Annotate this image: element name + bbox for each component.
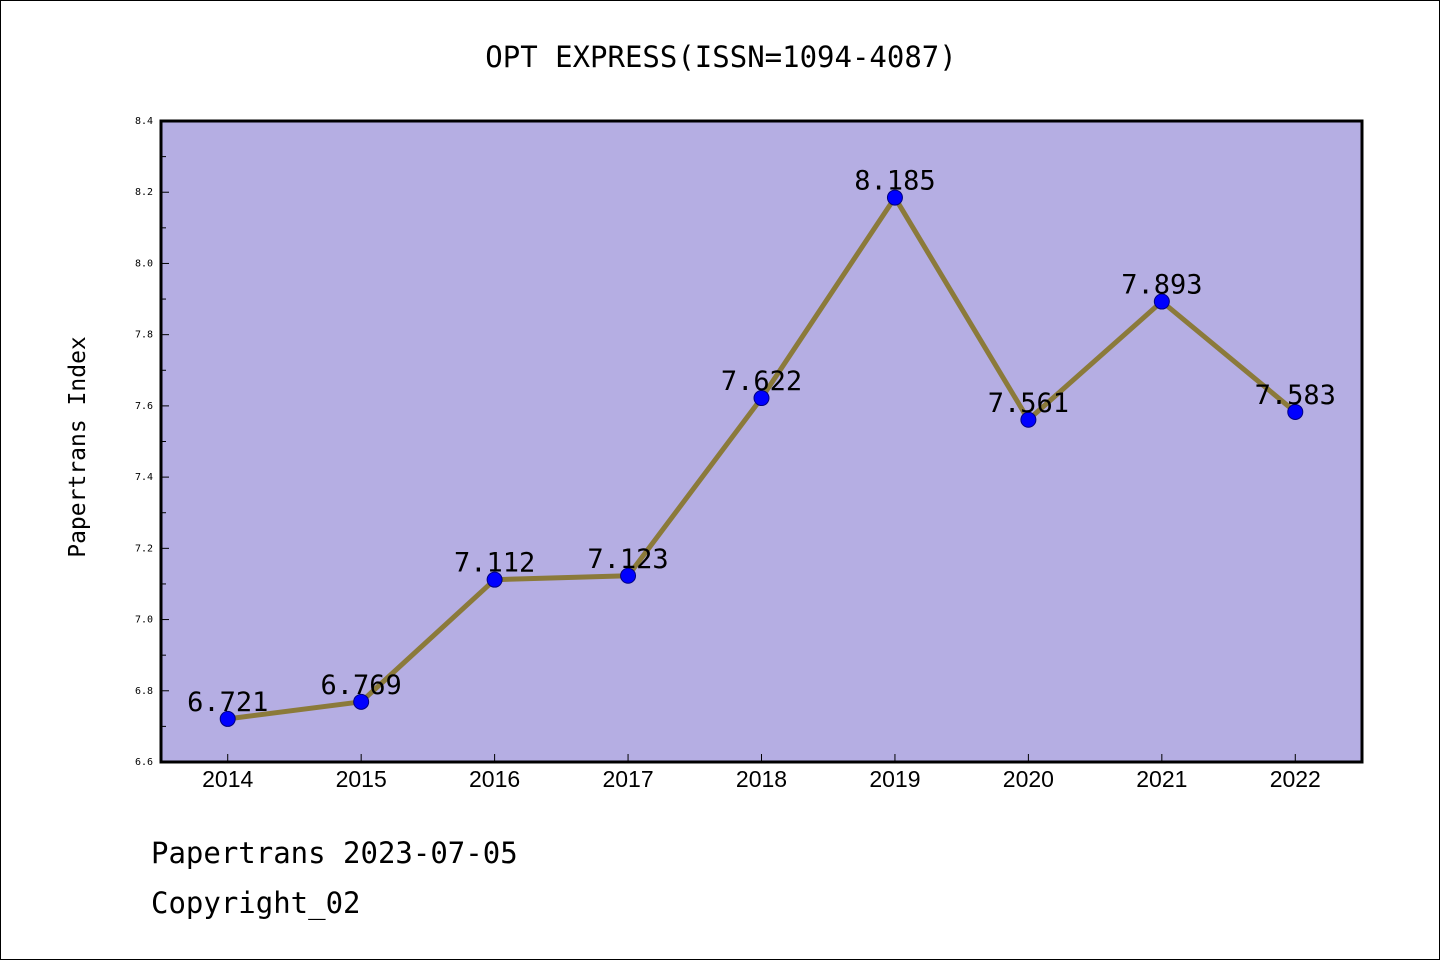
x-tick-label: 2021 — [1136, 766, 1187, 792]
data-point — [1020, 411, 1037, 428]
data-point — [1153, 293, 1170, 310]
y-tick-label: 8.2 — [135, 187, 153, 198]
footer-date: Papertrans 2023-07-05 — [151, 836, 518, 870]
x-tick-label: 2017 — [602, 766, 653, 792]
data-point — [886, 189, 903, 206]
footer-copyright: Copyright_02 — [151, 886, 361, 920]
plot-area — [159, 119, 1364, 764]
data-label: 7.893 — [1121, 270, 1202, 301]
data-label: 6.721 — [187, 687, 268, 718]
data-point — [1287, 403, 1304, 420]
data-label: 7.112 — [454, 548, 535, 579]
x-tick-label: 2018 — [736, 766, 787, 792]
data-point — [353, 693, 370, 710]
y-axis-label: Papertrans Index — [65, 336, 91, 558]
y-tick-label: 7.8 — [135, 330, 153, 341]
y-tick-label: 7.2 — [135, 543, 153, 554]
data-label: 8.185 — [854, 166, 935, 197]
data-point — [753, 390, 770, 407]
data-point — [219, 710, 236, 727]
x-tick-label: 2020 — [1003, 766, 1054, 792]
chart-title: OPT EXPRESS(ISSN=1094-4087) — [485, 40, 956, 74]
data-point — [620, 567, 637, 584]
data-label: 7.123 — [587, 544, 668, 575]
x-axis-ticks: 2014 2015 2016 2017 2018 2019 2020 2021 2022 — [202, 754, 1321, 792]
y-tick-label: 7.0 — [135, 615, 153, 626]
data-labels: 6.721 6.769 7.112 7.123 7.622 8.185 7.561 7.893… — [187, 166, 1336, 718]
data-label: 6.769 — [321, 670, 402, 701]
y-axis-ticks: 6.6 6.8 7.0 7.2 7.4 7.6 7.8 8.0 8.2 8.4 — [135, 116, 169, 768]
x-tick-label: 2022 — [1270, 766, 1321, 792]
y-tick-label: 7.4 — [135, 472, 153, 483]
data-point — [486, 571, 503, 588]
y-tick-label: 7.6 — [135, 401, 153, 412]
y-tick-label: 6.6 — [135, 757, 153, 768]
y-tick-label: 6.8 — [135, 686, 153, 697]
y-tick-label: 8.4 — [135, 116, 153, 127]
data-markers — [219, 189, 1304, 727]
data-label: 7.583 — [1255, 380, 1336, 411]
x-tick-label: 2015 — [336, 766, 387, 792]
y-tick-label: 8.0 — [135, 258, 153, 269]
data-label: 7.622 — [721, 366, 802, 397]
x-tick-label: 2014 — [202, 766, 253, 792]
x-tick-label: 2016 — [469, 766, 520, 792]
x-tick-label: 2019 — [869, 766, 920, 792]
data-label: 7.561 — [988, 388, 1069, 419]
